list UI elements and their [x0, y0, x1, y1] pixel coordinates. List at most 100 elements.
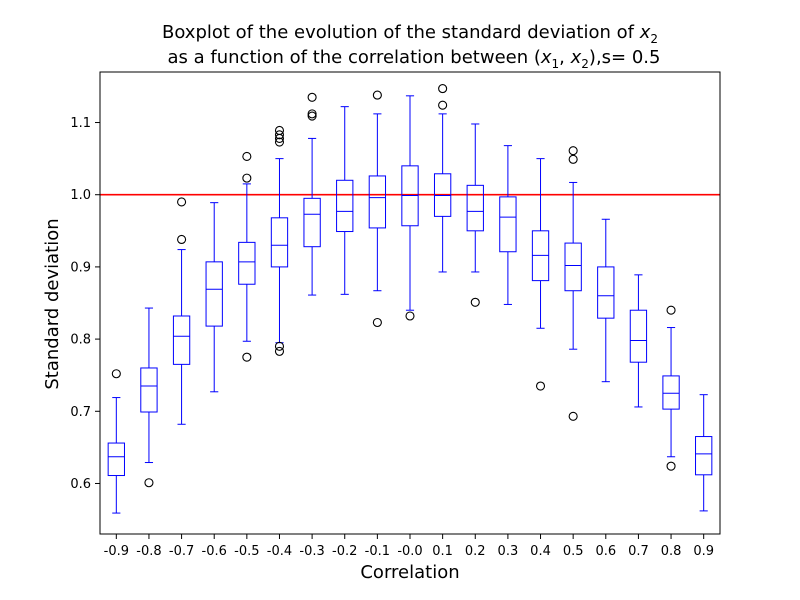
y-tick-label: 1.1	[70, 116, 91, 131]
box--0.5	[238, 151, 256, 362]
x-tick-label: -0.6	[202, 544, 227, 559]
outlier-point	[568, 411, 578, 421]
outlier-point	[470, 297, 480, 307]
iqr-box	[466, 184, 484, 232]
outlier-point	[568, 154, 578, 164]
outlier-point	[242, 173, 252, 183]
outlier-point	[666, 461, 676, 471]
title-line2-sub1: 1	[552, 57, 560, 71]
x-tick-label: 0.6	[595, 544, 616, 559]
box-0.9	[695, 394, 713, 512]
iqr-box	[629, 309, 648, 363]
x-tick-label: 0.5	[563, 544, 584, 559]
box--0.4	[270, 125, 289, 356]
chart-title-line1: Boxplot of the evolution of the standard…	[162, 22, 658, 46]
outlier-point	[177, 197, 187, 207]
iqr-box	[205, 261, 223, 327]
title-line2-var1: x	[540, 47, 552, 68]
box-0.6	[597, 218, 615, 383]
outlier-point	[274, 130, 285, 140]
outlier-point	[274, 346, 285, 356]
outlier-point	[144, 478, 154, 488]
y-ticks-layer: 0.6 0.7 0.8 0.9 1.0 1.1	[70, 116, 100, 492]
title-line2-suffix: ),s= 0.5	[589, 47, 661, 68]
outlier-point	[438, 84, 448, 94]
title-line2-prefix: as a function of the correlation between…	[168, 47, 541, 68]
x-tick-label: -0.2	[332, 544, 357, 559]
y-tick-label: 0.6	[70, 477, 91, 492]
y-axis-label: Standard deviation	[42, 218, 63, 389]
outlier-point	[307, 92, 317, 102]
x-tick-label: 0.7	[628, 544, 649, 559]
iqr-box	[107, 442, 125, 477]
box--0.1	[368, 90, 387, 328]
iqr-box	[499, 196, 517, 253]
box-0.5	[564, 146, 582, 421]
title-line1-prefix: Boxplot of the evolution of the standard…	[162, 22, 640, 43]
x-tick-label: -0.4	[267, 544, 292, 559]
x-tick-label: -0.8	[136, 544, 161, 559]
y-tick-label: 0.8	[70, 333, 91, 348]
box-0.1	[433, 84, 452, 273]
x-tick-label: -0.3	[299, 544, 324, 559]
box-0.2	[466, 123, 484, 307]
title-line1-sub: 2	[650, 32, 658, 46]
x-tick-label: 0.2	[465, 544, 486, 559]
x-tick-label: -0.1	[365, 544, 390, 559]
box--0.7	[172, 197, 191, 425]
plot-frame	[99, 71, 721, 535]
box-0.4	[531, 158, 550, 391]
y-tick-label: 0.7	[70, 405, 91, 420]
title-line2-var2: x	[570, 47, 582, 68]
outlier-point	[438, 100, 448, 110]
iqr-box	[695, 436, 713, 476]
y-tick-label: 0.9	[70, 260, 91, 275]
iqr-box	[368, 175, 387, 229]
x-tick-label: -0.7	[169, 544, 194, 559]
x-tick-label: 0.8	[661, 544, 682, 559]
box--0.6	[205, 202, 223, 393]
title-line2-sub2: 2	[581, 57, 589, 71]
iqr-box	[172, 315, 191, 365]
x-tick-label: 0.1	[432, 544, 453, 559]
box--0.3	[303, 92, 321, 296]
title-line2-sep: ,	[559, 47, 570, 68]
iqr-box	[303, 197, 321, 248]
outlier-point	[111, 369, 121, 379]
x-tick-label: 0.9	[693, 544, 714, 559]
box--0.0	[401, 95, 419, 321]
y-tick-label: 1.0	[70, 188, 91, 203]
chart-title-line2: as a function of the correlation between…	[168, 47, 661, 71]
x-tick-label: 0.3	[498, 544, 519, 559]
iqr-box	[662, 375, 680, 410]
iqr-box	[270, 217, 289, 268]
box-0.3	[499, 145, 517, 305]
box--0.2	[336, 106, 354, 295]
box-0.8	[662, 305, 680, 471]
outlier-point	[372, 90, 382, 100]
outlier-point	[535, 381, 546, 391]
boxes-layer	[107, 84, 713, 514]
box-0.7	[629, 274, 648, 408]
x-tick-label: -0.9	[104, 544, 129, 559]
x-ticks-layer: -0.9 -0.8 -0.7 -0.6 -0.5 -0.4 -0.3 -0.2 -0.1 -0.0…	[104, 534, 714, 559]
title-line1-var: x	[639, 22, 651, 43]
outlier-point	[307, 109, 317, 119]
x-tick-label: -0.0	[397, 544, 422, 559]
box--0.8	[140, 307, 158, 488]
iqr-box	[238, 241, 256, 285]
outlier-point	[274, 341, 285, 351]
iqr-box	[597, 266, 615, 319]
outlier-point	[242, 151, 252, 162]
outlier-point	[372, 317, 382, 328]
outlier-point	[666, 305, 676, 315]
x-tick-label: 0.4	[530, 544, 551, 559]
iqr-box	[564, 242, 582, 292]
outlier-point	[274, 125, 285, 136]
iqr-box	[336, 179, 354, 233]
x-axis-label: Correlation	[360, 562, 459, 583]
x-tick-label: -0.5	[234, 544, 259, 559]
outlier-point	[274, 137, 285, 147]
box--0.9	[107, 369, 125, 514]
